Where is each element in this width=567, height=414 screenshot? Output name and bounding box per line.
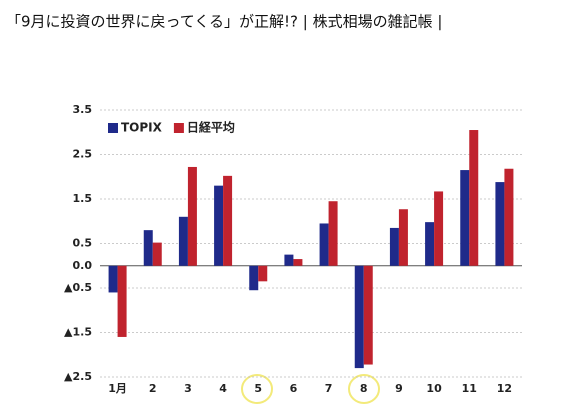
- y-tick-label: 1.5: [73, 192, 93, 205]
- bar: [425, 222, 435, 266]
- bar: [398, 209, 408, 266]
- legend-label: 日経平均: [187, 120, 235, 135]
- y-tick-label: ▲1.5: [64, 326, 92, 339]
- bar: [143, 230, 153, 266]
- bar: [108, 265, 118, 293]
- bar: [460, 170, 470, 266]
- highlight-circle: [348, 374, 380, 404]
- x-tick-label: 1月: [108, 382, 127, 395]
- legend-label: TOPIX: [121, 121, 163, 135]
- x-tick-label: 2: [149, 382, 157, 395]
- bar: [328, 201, 338, 266]
- x-tick-label: 10: [426, 382, 442, 395]
- bar: [495, 182, 505, 266]
- x-tick-label: 9: [395, 382, 403, 395]
- y-tick-label: ▲2.5: [64, 370, 92, 383]
- y-tick-label: 0.5: [73, 237, 93, 250]
- legend-swatch: [173, 123, 184, 133]
- x-tick-label: 3: [184, 382, 192, 395]
- chart-title: 「9月に投資の世界に戻ってくる」が正解!? | 株式相場の雑記帳 |: [6, 13, 442, 31]
- bar: [284, 254, 294, 266]
- bar: [223, 175, 233, 266]
- x-tick-label: 6: [290, 382, 298, 395]
- x-tick-label: 8: [360, 382, 368, 395]
- x-tick-label: 5: [254, 382, 262, 395]
- y-tick-label: ▲0.5: [64, 281, 92, 294]
- bar: [363, 265, 373, 365]
- bar: [117, 265, 127, 337]
- y-tick-label: 3.5: [73, 103, 93, 116]
- bar: [354, 265, 364, 369]
- x-tick-label: 11: [462, 382, 477, 395]
- x-tick-label: 7: [325, 382, 333, 395]
- bar: [504, 168, 514, 266]
- y-tick-label: 0.0: [73, 259, 93, 272]
- bar: [178, 216, 188, 266]
- legend-swatch: [108, 123, 118, 133]
- bar: [293, 259, 303, 266]
- bar: [249, 265, 259, 291]
- bar: [214, 185, 224, 266]
- y-tick-label: 2.5: [73, 148, 93, 161]
- x-tick-label: 12: [497, 382, 512, 395]
- bar: [434, 191, 444, 266]
- bar: [258, 265, 268, 282]
- bar: [469, 130, 479, 266]
- bar: [389, 227, 399, 266]
- x-tick-label: 4: [219, 382, 227, 395]
- bar: [187, 166, 197, 266]
- bar: [319, 223, 329, 266]
- highlight-circle: [241, 374, 273, 404]
- bar: [152, 242, 162, 266]
